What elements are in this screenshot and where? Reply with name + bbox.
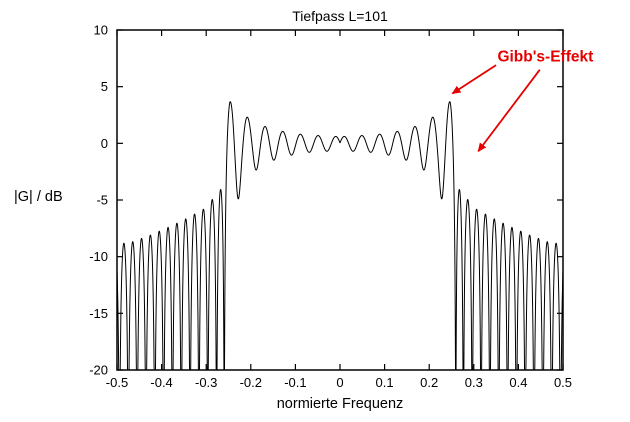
y-tick-label: -10 xyxy=(89,249,108,264)
y-axis-label: |G| / dB xyxy=(14,189,63,205)
y-tick-label: -5 xyxy=(96,193,108,208)
x-tick-label: 0 xyxy=(336,375,343,390)
gibbs-effekt-annotation: Gibb's-Effekt xyxy=(497,49,593,66)
y-tick-label: 10 xyxy=(94,23,108,38)
x-tick-label: 0.5 xyxy=(554,375,572,390)
x-tick-label: 0.4 xyxy=(509,375,527,390)
x-axis-label: normierte Frequenz xyxy=(277,396,404,412)
gibbs-arrow xyxy=(477,69,541,153)
gibbs-arrow xyxy=(451,64,497,95)
x-tick-label: -0.3 xyxy=(195,375,217,390)
plot-area: -0.5 -0.4 -0.3 -0.2 -0.1 0 0.1 0.2 0.3 0.4 0.5 10 5 0… xyxy=(89,23,572,391)
x-tick-label: 0.2 xyxy=(420,375,438,390)
y-tick-label: 5 xyxy=(101,79,108,94)
x-tick-label: -0.5 xyxy=(106,375,128,390)
x-tick-label: -0.2 xyxy=(240,375,262,390)
x-tick-label: 0.1 xyxy=(376,375,394,390)
frequency-response-curve xyxy=(117,101,563,370)
x-tick-label: -0.1 xyxy=(284,375,306,390)
y-tick-label: -20 xyxy=(89,363,108,378)
y-tick-label: 0 xyxy=(101,136,108,151)
annotation-layer xyxy=(451,64,541,153)
x-tick-label: -0.4 xyxy=(150,375,172,390)
x-tick-label: 0.3 xyxy=(465,375,483,390)
plot-frame xyxy=(116,29,564,371)
y-tick-label: -15 xyxy=(89,306,108,321)
chart-title: Tiefpass L=101 xyxy=(292,8,388,24)
